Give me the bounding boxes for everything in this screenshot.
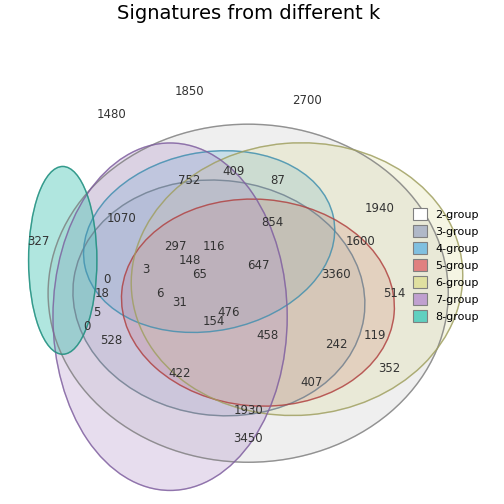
Text: 752: 752 xyxy=(178,174,201,187)
Text: 154: 154 xyxy=(203,315,225,328)
Text: 1070: 1070 xyxy=(106,212,136,225)
Text: 3360: 3360 xyxy=(321,268,351,281)
Text: 1940: 1940 xyxy=(365,202,395,215)
Text: 5: 5 xyxy=(93,305,101,319)
Text: 3: 3 xyxy=(142,263,149,276)
Text: 6: 6 xyxy=(157,287,164,300)
Text: 0: 0 xyxy=(84,320,91,333)
Legend: 2-group, 3-group, 4-group, 5-group, 6-group, 7-group, 8-group: 2-group, 3-group, 4-group, 5-group, 6-gr… xyxy=(410,205,482,325)
Ellipse shape xyxy=(29,166,97,354)
Text: 1480: 1480 xyxy=(97,108,127,121)
Text: 2700: 2700 xyxy=(292,94,322,107)
Text: 647: 647 xyxy=(246,259,269,272)
Text: 1600: 1600 xyxy=(346,235,375,248)
Text: 119: 119 xyxy=(364,329,387,342)
Text: 476: 476 xyxy=(217,305,240,319)
Text: 458: 458 xyxy=(257,329,279,342)
Ellipse shape xyxy=(121,199,395,406)
Text: 87: 87 xyxy=(270,174,285,187)
Text: 31: 31 xyxy=(172,296,187,309)
Ellipse shape xyxy=(84,151,335,333)
Text: 854: 854 xyxy=(262,216,284,229)
Text: 3450: 3450 xyxy=(233,432,263,446)
Text: 1850: 1850 xyxy=(175,85,205,98)
Text: 327: 327 xyxy=(27,235,49,248)
Text: 409: 409 xyxy=(222,165,245,177)
Text: 407: 407 xyxy=(300,376,323,389)
Text: 18: 18 xyxy=(94,287,109,300)
Ellipse shape xyxy=(53,143,287,490)
Text: 242: 242 xyxy=(325,338,347,351)
Text: 0: 0 xyxy=(103,273,110,286)
Text: 514: 514 xyxy=(384,287,406,300)
Ellipse shape xyxy=(48,124,448,462)
Text: 65: 65 xyxy=(192,268,207,281)
Title: Signatures from different k: Signatures from different k xyxy=(116,4,380,23)
Text: 422: 422 xyxy=(169,366,191,380)
Text: 297: 297 xyxy=(164,240,186,253)
Text: 148: 148 xyxy=(178,254,201,267)
Text: 1930: 1930 xyxy=(233,404,263,417)
Ellipse shape xyxy=(131,143,463,415)
Text: 352: 352 xyxy=(379,362,401,375)
Text: 528: 528 xyxy=(100,334,122,347)
Text: 116: 116 xyxy=(203,240,225,253)
Ellipse shape xyxy=(73,180,365,416)
